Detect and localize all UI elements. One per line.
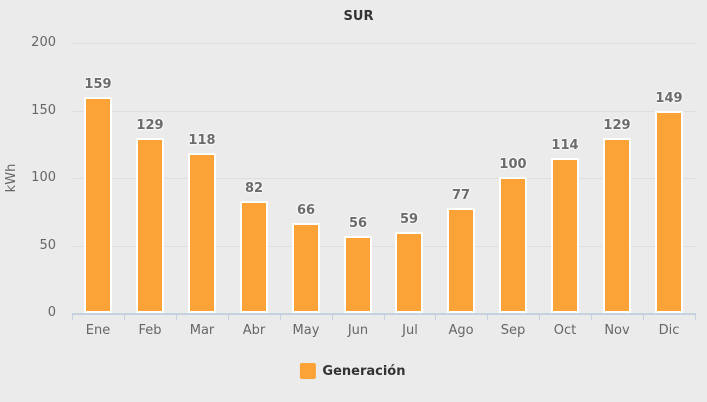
gridline-50 <box>72 246 696 247</box>
bar-value-label-nov: 129 <box>603 118 631 133</box>
bar-abr[interactable] <box>240 201 268 313</box>
bar-dic[interactable] <box>655 111 683 313</box>
x-axis-tick <box>384 314 385 320</box>
bar-value-label-ago: 77 <box>451 188 471 203</box>
bar-value-label-oct: 114 <box>551 138 579 153</box>
x-axis-tick <box>176 314 177 320</box>
y-tick-label-50: 50 <box>39 238 56 253</box>
x-axis-tick <box>487 314 488 320</box>
bar-ago[interactable] <box>447 208 475 313</box>
x-axis-tick <box>228 314 229 320</box>
legend-item-generacion[interactable]: Generación <box>299 363 405 379</box>
bar-value-label-dic: 149 <box>655 91 683 106</box>
x-axis-tick <box>643 314 644 320</box>
x-axis-tick <box>695 314 696 320</box>
x-tick-label-may: May <box>292 323 320 338</box>
bar-value-label-abr: 82 <box>244 181 264 196</box>
chart-title: SUR <box>343 9 374 24</box>
bar-ene[interactable] <box>84 97 112 313</box>
gridline-100 <box>72 178 696 179</box>
x-tick-label-jun: Jun <box>347 323 369 338</box>
bar-value-label-may: 66 <box>296 203 316 218</box>
bar-may[interactable] <box>292 223 320 313</box>
bar-value-label-ene: 159 <box>84 77 112 92</box>
y-tick-label-150: 150 <box>31 103 56 118</box>
x-tick-label-mar: Mar <box>189 323 215 338</box>
bar-nov[interactable] <box>603 138 631 313</box>
x-tick-label-feb: Feb <box>138 323 162 338</box>
x-tick-label-dic: Dic <box>658 323 680 338</box>
x-axis-tick <box>124 314 125 320</box>
x-axis-tick <box>332 314 333 320</box>
x-tick-label-jul: Jul <box>402 323 418 338</box>
x-axis-tick <box>72 314 73 320</box>
x-axis-tick <box>435 314 436 320</box>
bar-feb[interactable] <box>136 138 164 313</box>
bar-oct[interactable] <box>551 158 579 313</box>
bar-value-label-jun: 56 <box>348 216 368 231</box>
gridline-200 <box>72 43 696 44</box>
bar-value-label-jul: 59 <box>399 212 419 227</box>
x-tick-label-ago: Ago <box>448 323 474 338</box>
legend-swatch <box>299 363 316 379</box>
x-axis-tick <box>539 314 540 320</box>
x-tick-label-abr: Abr <box>242 323 266 338</box>
bar-sep[interactable] <box>499 177 527 313</box>
bar-value-label-feb: 129 <box>136 118 164 133</box>
x-tick-label-nov: Nov <box>604 323 630 338</box>
x-tick-label-oct: Oct <box>553 323 577 338</box>
bar-value-label-sep: 100 <box>499 157 527 172</box>
bar-jul[interactable] <box>395 232 423 313</box>
legend-label: Generación <box>322 363 406 379</box>
bar-value-label-mar: 118 <box>188 133 216 148</box>
y-tick-label-0: 0 <box>47 305 56 320</box>
y-tick-label-100: 100 <box>31 170 56 185</box>
x-tick-label-ene: Ene <box>85 323 111 338</box>
y-tick-label-200: 200 <box>31 35 56 50</box>
x-axis-tick <box>591 314 592 320</box>
x-tick-label-sep: Sep <box>500 323 526 338</box>
x-axis-tick <box>280 314 281 320</box>
gridline-150 <box>72 111 696 112</box>
bar-mar[interactable] <box>188 153 216 313</box>
bar-jun[interactable] <box>344 236 372 313</box>
